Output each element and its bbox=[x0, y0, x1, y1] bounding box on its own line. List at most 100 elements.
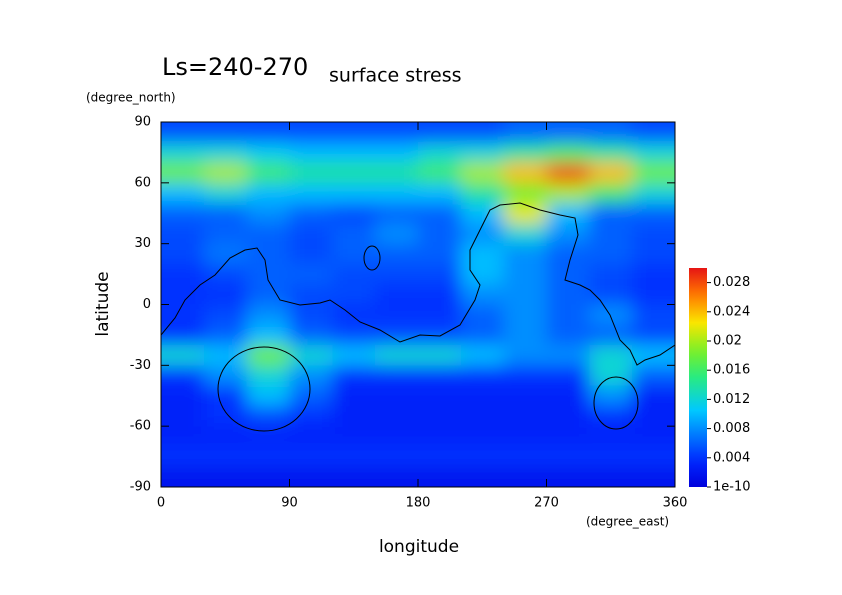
field-cell bbox=[246, 405, 290, 427]
field-cell bbox=[632, 203, 675, 224]
field-cell bbox=[375, 426, 419, 447]
field bbox=[161, 122, 675, 487]
field-cell bbox=[589, 243, 633, 265]
field-cell bbox=[589, 284, 633, 305]
colorbar bbox=[689, 268, 707, 487]
field-cell bbox=[632, 426, 675, 447]
field-cell bbox=[418, 243, 462, 265]
field-cell bbox=[503, 385, 547, 407]
field-cell bbox=[289, 466, 333, 487]
field-cell bbox=[589, 162, 633, 184]
field-cell bbox=[203, 182, 248, 204]
coastline-island bbox=[363, 245, 381, 271]
coastline-hellas bbox=[217, 346, 311, 432]
field-cell bbox=[460, 426, 505, 447]
field-cell bbox=[546, 162, 590, 184]
field-cell bbox=[289, 122, 333, 143]
field-cell bbox=[418, 385, 462, 407]
field-cell bbox=[203, 162, 248, 184]
field-cell bbox=[418, 203, 462, 224]
field-cell bbox=[418, 304, 462, 326]
field-cell bbox=[632, 365, 675, 387]
field-cell bbox=[503, 243, 547, 265]
field-cell bbox=[589, 365, 633, 387]
field-cell bbox=[289, 142, 333, 164]
field-cell bbox=[289, 405, 333, 427]
field-cell bbox=[375, 243, 419, 265]
field-cell bbox=[332, 385, 376, 407]
field-cell bbox=[246, 122, 290, 143]
colorbar-tick-label: 0.008 bbox=[713, 421, 750, 436]
field-cell bbox=[503, 405, 547, 427]
field-cell bbox=[632, 284, 675, 305]
field-cell bbox=[589, 182, 633, 204]
field-cell bbox=[632, 223, 675, 245]
field-cell bbox=[375, 122, 419, 143]
y-tick-label: 0 bbox=[143, 297, 151, 312]
field-cell bbox=[161, 405, 205, 427]
field-cell bbox=[161, 284, 205, 305]
field-cell bbox=[289, 324, 333, 346]
field-cell bbox=[332, 405, 376, 427]
x-tick-label: 270 bbox=[534, 496, 559, 511]
field-cell bbox=[289, 365, 333, 387]
field-cell bbox=[332, 446, 376, 468]
field-cell bbox=[632, 304, 675, 326]
field-cell bbox=[589, 263, 633, 285]
field-cell bbox=[632, 263, 675, 285]
field-cell bbox=[375, 405, 419, 427]
field-cell bbox=[161, 304, 205, 326]
field-cell bbox=[246, 365, 290, 387]
field-cell bbox=[203, 122, 248, 143]
field-cell bbox=[460, 345, 505, 366]
field-cell bbox=[332, 122, 376, 143]
field-cell bbox=[632, 182, 675, 204]
field-cell bbox=[460, 162, 505, 184]
field-cell bbox=[332, 203, 376, 224]
field-cell bbox=[375, 263, 419, 285]
field-cell bbox=[161, 223, 205, 245]
field-cell bbox=[375, 203, 419, 224]
chart-subtitle: surface stress bbox=[329, 65, 462, 87]
field-cell bbox=[632, 324, 675, 346]
field-cell bbox=[460, 223, 505, 245]
field-cell bbox=[246, 426, 290, 447]
field-cell bbox=[332, 142, 376, 164]
field-cell bbox=[460, 182, 505, 204]
field-cell bbox=[332, 182, 376, 204]
field-cell bbox=[460, 304, 505, 326]
field-cell bbox=[589, 345, 633, 366]
x-tick-label: 90 bbox=[281, 496, 298, 511]
field-cell bbox=[332, 466, 376, 487]
field-cell bbox=[503, 182, 547, 204]
field-cell bbox=[203, 365, 248, 387]
coastline-argyre bbox=[593, 376, 639, 430]
field-cell bbox=[289, 243, 333, 265]
field-cell bbox=[460, 466, 505, 487]
field-cell bbox=[246, 284, 290, 305]
field-cell bbox=[375, 365, 419, 387]
field-cell bbox=[546, 284, 590, 305]
field-cell bbox=[546, 142, 590, 164]
colorbar-tick-label: 0.012 bbox=[713, 392, 750, 407]
field-cell bbox=[161, 243, 205, 265]
field-cell bbox=[332, 263, 376, 285]
x-tick-label: 180 bbox=[406, 496, 431, 511]
field-cell bbox=[203, 446, 248, 468]
field-cell bbox=[546, 385, 590, 407]
field-cell bbox=[332, 324, 376, 346]
coastline bbox=[161, 202, 675, 432]
field-cell bbox=[503, 284, 547, 305]
field-cell bbox=[289, 162, 333, 184]
field-cell bbox=[203, 223, 248, 245]
field-cell bbox=[289, 385, 333, 407]
field-cell bbox=[632, 122, 675, 143]
y-unit: (degree_north) bbox=[86, 91, 176, 105]
field-cell bbox=[161, 345, 205, 366]
field-cell bbox=[589, 426, 633, 447]
field-cell bbox=[246, 446, 290, 468]
field-cell bbox=[289, 304, 333, 326]
field-cell bbox=[503, 203, 547, 224]
y-tick-label: -90 bbox=[130, 480, 151, 495]
field-cell bbox=[289, 284, 333, 305]
